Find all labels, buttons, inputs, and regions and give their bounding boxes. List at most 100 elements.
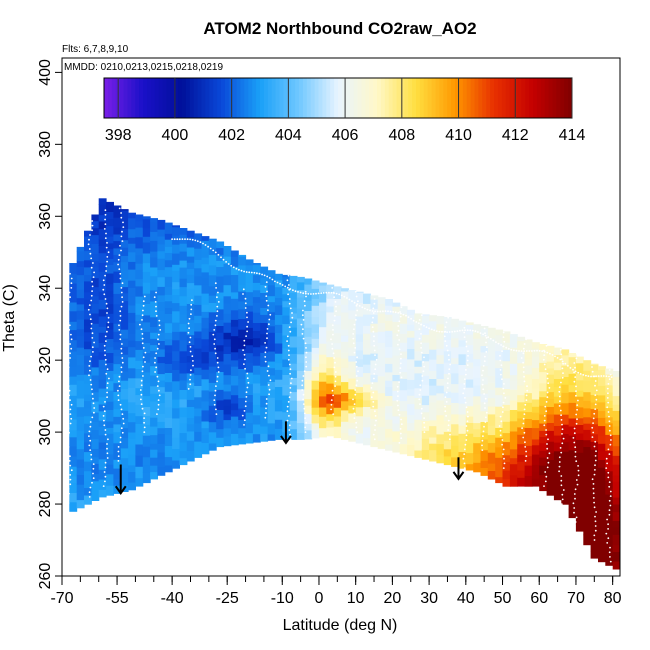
field-cell	[98, 342, 107, 353]
field-cell	[128, 401, 136, 414]
track-point	[574, 370, 577, 373]
track-point	[266, 275, 269, 278]
profile-point	[141, 337, 144, 340]
field-cell	[142, 242, 151, 254]
field-cell	[502, 331, 511, 334]
field-cell	[98, 291, 107, 300]
field-cell	[348, 355, 357, 362]
field-cell	[106, 211, 114, 220]
profile-point	[594, 469, 596, 471]
y-tick-label: 340	[37, 275, 54, 302]
field-cell	[531, 454, 540, 465]
field-cell	[69, 466, 78, 477]
field-cell	[561, 424, 570, 434]
profile-point	[190, 308, 193, 311]
colorbar-swatch	[271, 78, 277, 118]
track-point	[474, 330, 477, 333]
profile-point	[214, 282, 217, 285]
field-cell	[348, 405, 357, 414]
field-cell	[546, 452, 555, 460]
profile-point	[141, 407, 144, 410]
profile-point	[574, 376, 577, 378]
field-cell	[605, 440, 614, 451]
field-cell	[473, 422, 482, 430]
field-cell	[598, 552, 606, 563]
profile-point	[106, 443, 108, 445]
field-cell	[311, 323, 320, 333]
field-cell	[120, 261, 129, 271]
field-cell	[84, 340, 92, 350]
profile-point	[610, 439, 612, 441]
profile-point	[66, 319, 69, 322]
profile-point	[546, 443, 548, 445]
field-cell	[164, 300, 173, 309]
profile-point	[418, 337, 421, 340]
profile-point	[523, 343, 526, 345]
field-cell	[172, 244, 180, 254]
profile-point	[65, 310, 68, 313]
profile-point	[332, 413, 335, 415]
x-tick-label: 70	[567, 590, 585, 607]
field-cell	[150, 240, 158, 252]
field-cell	[98, 426, 107, 436]
field-cell	[150, 471, 158, 480]
field-cell	[546, 478, 555, 490]
track-point	[441, 330, 443, 333]
profile-point	[120, 371, 123, 373]
field-cell	[436, 407, 445, 416]
field-cell	[230, 359, 239, 367]
profile-point	[157, 333, 160, 336]
track-point	[276, 281, 279, 284]
profile-point	[607, 537, 610, 540]
profile-point	[70, 277, 73, 280]
profile-point	[373, 302, 376, 305]
field-cell	[568, 363, 577, 374]
field-cell	[98, 479, 107, 490]
profile-point	[243, 344, 246, 347]
field-cell	[296, 377, 305, 390]
field-cell	[179, 450, 188, 459]
field-cell	[451, 383, 459, 393]
profile-point	[499, 354, 501, 357]
field-cell	[524, 358, 533, 366]
colorbar-swatch	[458, 78, 464, 118]
colorbar-swatch	[423, 78, 429, 118]
track-point	[261, 273, 263, 276]
field-cell	[201, 378, 210, 391]
profile-point	[545, 475, 548, 478]
field-cell	[98, 204, 107, 216]
field-cell	[69, 358, 78, 367]
field-cell	[583, 400, 592, 409]
profile-point	[216, 305, 219, 308]
track-point	[284, 285, 287, 288]
field-cell	[451, 372, 459, 385]
field-cell	[458, 457, 467, 469]
field-cell	[296, 370, 305, 379]
field-cell	[311, 414, 320, 424]
field-cell	[407, 309, 415, 315]
profile-point	[419, 403, 421, 405]
profile-point	[214, 347, 217, 350]
field-cell	[282, 402, 291, 413]
track-point	[212, 249, 215, 252]
field-cell	[164, 246, 173, 253]
field-cell	[230, 319, 239, 327]
profile-point	[574, 521, 577, 523]
track-point	[238, 268, 240, 271]
profile-point	[66, 506, 68, 509]
field-cell	[128, 269, 136, 281]
profile-point	[92, 463, 95, 465]
colorbar-swatch	[447, 78, 452, 118]
profile-point	[142, 304, 145, 307]
track-point	[602, 375, 605, 377]
field-cell	[150, 221, 158, 232]
profile-point	[595, 398, 598, 401]
profile-point	[90, 294, 93, 297]
field-cell	[216, 291, 225, 299]
field-cell	[238, 427, 247, 439]
field-cell	[260, 375, 269, 386]
field-cell	[458, 353, 467, 365]
field-cell	[91, 234, 100, 244]
field-cell	[598, 394, 606, 403]
field-cell	[84, 348, 92, 356]
